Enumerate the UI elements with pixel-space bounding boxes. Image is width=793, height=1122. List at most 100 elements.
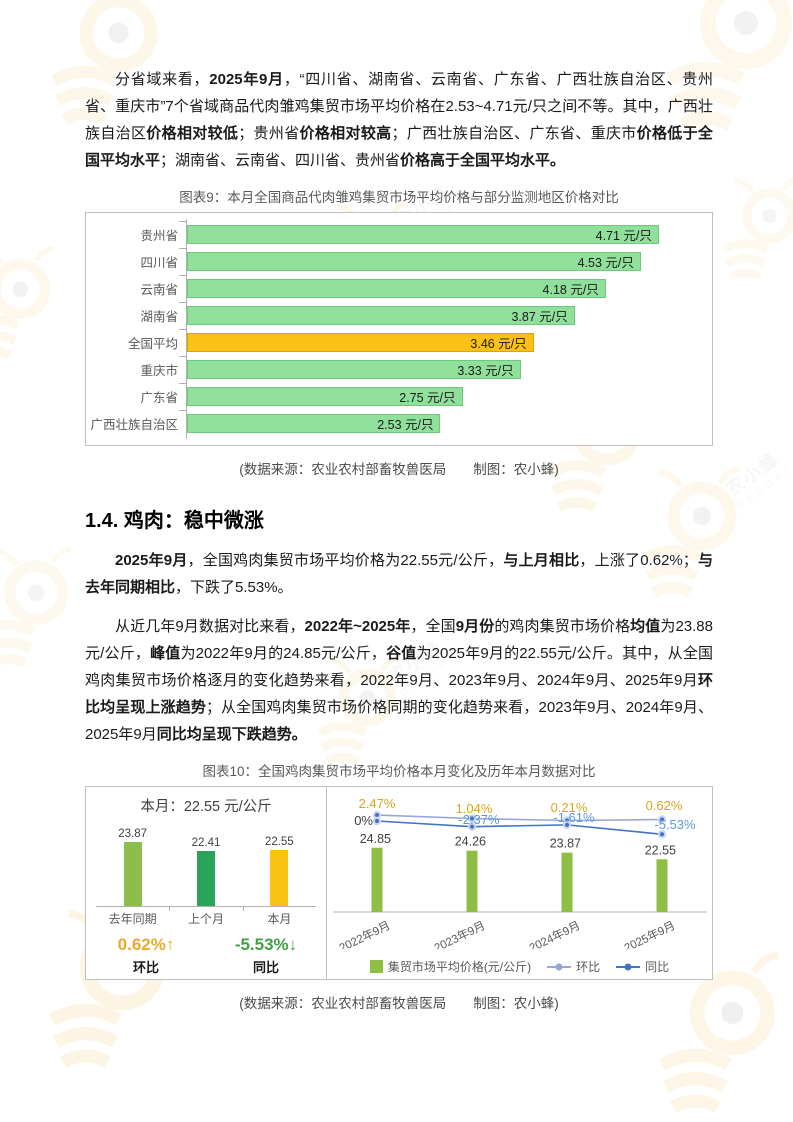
figure9-category-label: 湖南省 xyxy=(140,310,178,324)
figure9-bar-row: 广西壮族自治区 2.53 元/只 xyxy=(86,410,700,437)
figure10-left-bar xyxy=(196,851,215,906)
figure10-current-price: 本月：22.55 元/公斤 xyxy=(140,799,272,815)
svg-text:2024年9月: 2024年9月 xyxy=(527,918,583,949)
figure10-left-panel: 本月：22.55 元/公斤 23.87 22.41 22.55 去年同期 上个月 本月 … xyxy=(86,787,327,979)
figure10-change-name: 同比 xyxy=(252,960,279,975)
emphasis-text: 与去年同期相比 xyxy=(85,552,713,596)
body-text: 分省域来看， xyxy=(115,71,210,88)
figure9-category-label: 广西壮族自治区 xyxy=(90,418,178,432)
body-text: ，下跌了5.53%。 xyxy=(175,579,293,596)
figure9-chart: 贵州省 4.71 元/只 四川省 4.53 元/只 云南省 4.18 元/只 湖南省 3.87… xyxy=(85,212,713,446)
svg-text:2022年9月: 2022年9月 xyxy=(337,918,393,949)
figure9-bar-row: 全国平均 3.46 元/只 xyxy=(86,329,700,356)
emphasis-text: 2022年~2025年 xyxy=(304,618,411,635)
svg-text:2025年9月: 2025年9月 xyxy=(622,918,678,949)
body-text: ；从全国鸡肉集贸市场价格同期的变化趋势来看，2023年9月、2024年9月、20… xyxy=(85,699,713,743)
figure9-value-label: 3.46 元/只 xyxy=(470,337,527,351)
svg-text:-2.37%: -2.37% xyxy=(458,812,500,827)
figure10-left-axis-labels: 去年同期 上个月 本月 xyxy=(96,906,316,927)
svg-text:2023年9月: 2023年9月 xyxy=(432,918,488,949)
emphasis-text: 2025年9月 xyxy=(209,71,284,88)
emphasis-text: 与上月相比 xyxy=(503,552,580,569)
report-page: 分省域来看，2025年9月，“四川省、湖南省、云南省、广东省、广西壮族自治区、贵… xyxy=(0,0,793,1012)
figure10-left-value-label: 22.41 xyxy=(191,837,221,849)
svg-text:24.85: 24.85 xyxy=(360,832,391,846)
emphasis-text: 环比均呈现上涨趋势 xyxy=(85,672,713,716)
figure9-category-label: 全国平均 xyxy=(127,337,178,351)
figure10-change-values: 0.62%↑ -5.53%↓ xyxy=(86,935,326,955)
paragraph-province-overview: 分省域来看，2025年9月，“四川省、湖南省、云南省、广东省、广西壮族自治区、贵… xyxy=(85,66,713,174)
figure9-category-label: 贵州省 xyxy=(140,229,178,243)
figure9-y-axis-line xyxy=(186,219,187,439)
legend-label: 同比 xyxy=(645,960,670,974)
figure9-caption: (数据来源：农业农村部畜牧兽医局 制图：农小蜂) xyxy=(239,462,559,477)
body-text: 的鸡肉集贸市场价格 xyxy=(494,618,631,635)
paragraph-chicken-month: 2025年9月，全国鸡肉集贸市场平均价格为22.55元/公斤，与上月相比，上涨了… xyxy=(85,547,713,601)
figure9-bar-row: 贵州省 4.71 元/只 xyxy=(86,221,700,248)
figure9-bar: 2.75 元/只 xyxy=(187,387,463,406)
body-text: ，全国 xyxy=(410,618,456,635)
body-text: ，全国鸡肉集贸市场平均价格为22.55元/公斤， xyxy=(187,552,504,569)
figure10-change-name: 环比 xyxy=(132,960,159,975)
figure9-bar-row: 云南省 4.18 元/只 xyxy=(86,275,700,302)
figure10-left-category-label: 去年同期 xyxy=(108,912,157,926)
paragraph-chicken-history: 从近几年9月数据对比来看，2022年~2025年，全国9月份的鸡肉集贸市场价格均… xyxy=(85,613,713,748)
svg-text:1.04%: 1.04% xyxy=(456,801,493,816)
figure10-left-category-label: 本月 xyxy=(242,906,316,927)
figure9-plot-area: 贵州省 4.71 元/只 四川省 4.53 元/只 云南省 4.18 元/只 湖南省 3.87… xyxy=(86,213,712,445)
legend-bar-swatch xyxy=(369,960,383,973)
figure10-chart: 本月：22.55 元/公斤 23.87 22.41 22.55 去年同期 上个月 本月 … xyxy=(85,786,713,980)
emphasis-text: 价格相对较高 xyxy=(299,125,392,142)
figure10-title: 图表10：全国鸡肉集贸市场平均价格本月变化及历年本月数据对比 xyxy=(202,764,596,779)
figure10-left-value-label: 23.87 xyxy=(118,828,148,840)
body-text: ；广西壮族自治区、广东省、重庆市 xyxy=(391,125,637,142)
figure10-left-bar-cell: 22.55 xyxy=(243,836,316,906)
figure9-bar-row: 重庆市 3.33 元/只 xyxy=(86,356,700,383)
body-text: ；贵州省 xyxy=(238,125,300,142)
figure9-bar: 3.33 元/只 xyxy=(187,360,521,379)
figure9-bar-national-average: 3.46 元/只 xyxy=(187,333,534,352)
figure10-change-labels: 环比 同比 xyxy=(86,957,326,976)
emphasis-text: 价格相对较低 xyxy=(146,125,239,142)
legend-item-price: 集贸市场平均价格(元/公斤) xyxy=(369,958,531,975)
figure9-value-label: 2.53 元/只 xyxy=(377,418,434,432)
figure9-category-label: 重庆市 xyxy=(140,364,178,378)
emphasis-text: 价格低于全国平均水平 xyxy=(85,125,713,169)
section-heading-1-4: 1.4. 鸡肉：稳中微涨 xyxy=(85,510,264,532)
figure9-value-label: 2.75 元/只 xyxy=(399,391,456,405)
figure10-right-panel: 24.85 2022年9月 24.26 2023年9月 23.87 2024年9月 22.5… xyxy=(327,787,712,979)
figure9-value-label: 3.87 元/只 xyxy=(511,310,568,324)
body-text: 为23.88元/公斤， xyxy=(85,618,713,662)
emphasis-text: 峰值 xyxy=(150,645,181,662)
figure9-category-label: 云南省 xyxy=(140,283,178,297)
figure10-right-plot: 24.85 2022年9月 24.26 2023年9月 23.87 2024年9月 22.5… xyxy=(333,796,707,949)
emphasis-text: 2025年9月 xyxy=(115,552,188,569)
body-text: 为2022年9月的24.85元/公斤， xyxy=(180,645,387,662)
emphasis-text: 同比均呈现下跌趋势。 xyxy=(156,726,307,743)
figure9-value-label: 4.53 元/只 xyxy=(577,256,634,270)
figure10-left-category-label: 上个月 xyxy=(169,906,242,927)
body-text: ，上涨了0.62%； xyxy=(579,552,698,569)
svg-text:23.87: 23.87 xyxy=(550,837,581,851)
figure9-bar: 4.18 元/只 xyxy=(187,279,606,298)
figure10-left-value-label: 22.55 xyxy=(264,836,294,848)
svg-text:24.26: 24.26 xyxy=(455,835,486,849)
figure9-title: 图表9：本月全国商品代肉雏鸡集贸市场平均价格与部分监测地区价格对比 xyxy=(179,190,619,205)
body-text: 为2025年9月的22.55元/公斤。其中，从全国鸡肉集贸市场价格逐月的变化趋势… xyxy=(85,645,713,689)
legend-label: 环比 xyxy=(576,960,601,974)
legend-item-mom: 环比 xyxy=(547,958,600,975)
body-text: 从近几年9月数据对比来看， xyxy=(115,618,305,635)
svg-text:22.55: 22.55 xyxy=(645,843,676,857)
svg-text:0%: 0% xyxy=(354,813,373,828)
figure9-bar: 4.71 元/只 xyxy=(187,225,659,244)
figure10-left-bar-cell: 23.87 xyxy=(96,828,169,906)
legend-line-swatch xyxy=(547,965,572,968)
svg-text:-1.61%: -1.61% xyxy=(553,810,595,825)
figure10-left-bars: 23.87 22.41 22.55 xyxy=(86,822,326,906)
figure9-value-label: 3.33 元/只 xyxy=(457,364,514,378)
figure9-value-label: 4.18 元/只 xyxy=(542,283,599,297)
legend-item-yoy: 同比 xyxy=(616,958,669,975)
emphasis-text: 均值 xyxy=(630,618,661,635)
svg-text:2.47%: 2.47% xyxy=(359,796,396,811)
figure9-bar: 3.87 元/只 xyxy=(187,306,575,325)
